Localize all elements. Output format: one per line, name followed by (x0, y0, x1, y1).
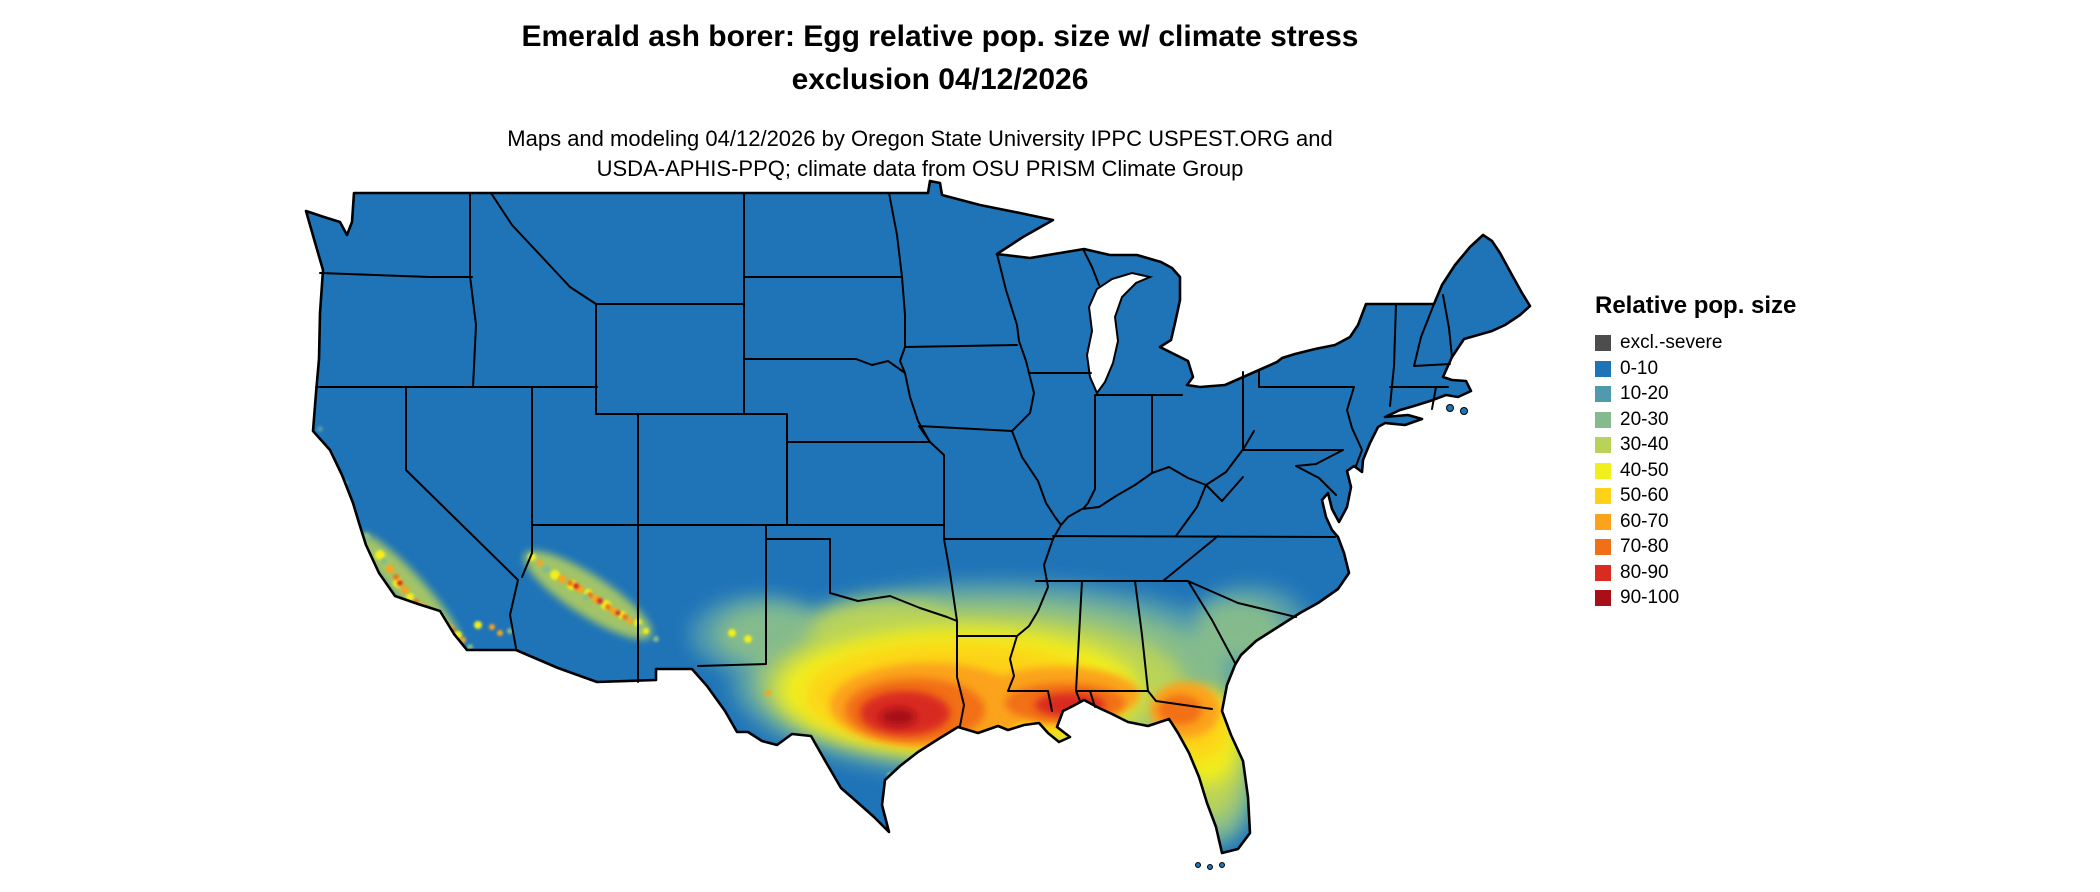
legend-label: 40-50 (1620, 459, 1669, 481)
map-subtitle-line2: USDA-APHIS-PPQ; climate data from OSU PR… (596, 156, 1244, 182)
legend-item: 10-20 (1595, 383, 1796, 405)
legend: Relative pop. size excl.-severe 0-10 10-… (1595, 292, 1796, 613)
legend-swatch-70-80 (1595, 539, 1611, 555)
legend-item: 30-40 (1595, 434, 1796, 456)
legend-item: 80-90 (1595, 562, 1796, 584)
legend-item: 40-50 (1595, 460, 1796, 482)
legend-item: excl.-severe (1595, 332, 1796, 354)
legend-label: 30-40 (1620, 434, 1669, 455)
lake-michigan (1085, 271, 1154, 395)
map-subtitle-line1: Maps and modeling 04/12/2026 by Oregon S… (507, 126, 1333, 151)
legend-label: 0-10 (1620, 357, 1659, 379)
legend-label: 60-70 (1620, 510, 1669, 532)
legend-swatch-20-30 (1595, 411, 1611, 428)
legend-label: 70-80 (1620, 536, 1669, 557)
legend-swatch-60-70 (1595, 513, 1611, 530)
state-boundaries (315, 192, 1453, 727)
legend-item: 60-70 (1595, 511, 1796, 533)
legend-label: 10-20 (1620, 383, 1669, 404)
map-title-line2: exclusion 04/12/2026 (791, 62, 1089, 96)
us-map (300, 165, 1540, 885)
legend-title: Relative pop. size (1595, 292, 1797, 319)
subtitle-block: Maps and modeling 04/12/2026 by Oregon S… (0, 124, 1840, 185)
legend-swatch-50-60 (1595, 488, 1611, 504)
legend-label: 90-100 (1620, 587, 1680, 608)
legend-item: 0-10 (1595, 358, 1796, 380)
legend-item: 50-60 (1595, 485, 1796, 507)
legend-items: excl.-severe 0-10 10-20 20-30 30-40 40-5… (1595, 332, 1796, 609)
overlay-90-100 (880, 708, 916, 726)
legend-label: 50-60 (1620, 485, 1669, 506)
map-title: Emerald ash borer: Egg relative pop. siz… (0, 16, 1880, 101)
us-map-svg (304, 179, 1532, 870)
map-title-line1: Emerald ash borer: Egg relative pop. siz… (521, 20, 1359, 53)
title-block: Emerald ash borer: Egg relative pop. siz… (0, 16, 1880, 101)
legend-label: excl.-severe (1620, 332, 1723, 353)
legend-item: 90-100 (1595, 587, 1796, 609)
legend-swatch-80-90 (1595, 564, 1611, 581)
legend-swatch-excl-severe (1595, 335, 1611, 351)
legend-swatch-40-50 (1595, 462, 1611, 479)
legend-item: 20-30 (1595, 409, 1796, 431)
legend-label: 80-90 (1620, 561, 1669, 583)
legend-swatch-0-10 (1595, 360, 1611, 377)
legend-item: 70-80 (1595, 536, 1796, 558)
legend-swatch-10-20 (1595, 386, 1611, 402)
legend-swatch-90-100 (1595, 590, 1611, 606)
legend-label: 20-30 (1620, 408, 1669, 430)
legend-swatch-30-40 (1595, 437, 1611, 453)
coastal-islands (1195, 404, 1468, 870)
